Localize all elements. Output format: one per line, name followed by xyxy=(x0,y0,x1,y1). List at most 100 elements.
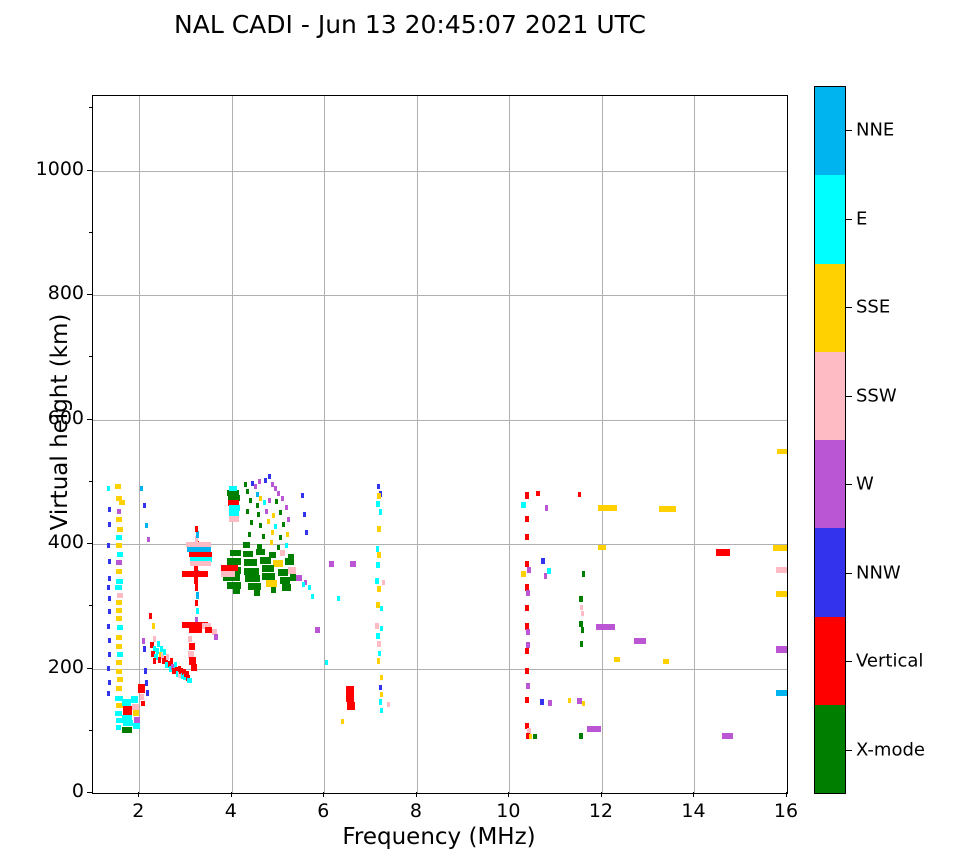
data-mark xyxy=(196,530,200,538)
y-axis-tick-label: 1000 xyxy=(35,157,84,180)
data-mark xyxy=(116,509,122,515)
data-mark xyxy=(189,657,196,666)
data-mark xyxy=(229,516,240,523)
data-mark xyxy=(263,478,267,484)
data-mark xyxy=(377,640,381,647)
gridline-horizontal xyxy=(93,544,787,546)
x-axis-label: Frequency (MHz) xyxy=(342,824,536,850)
colorbar-segment-e xyxy=(815,175,845,264)
x-axis-tick xyxy=(415,792,417,797)
data-mark xyxy=(176,670,180,677)
x-axis-tick xyxy=(786,792,787,797)
data-mark xyxy=(115,560,122,566)
data-mark xyxy=(262,500,266,506)
data-mark xyxy=(271,481,274,487)
data-mark xyxy=(246,509,250,515)
data-mark xyxy=(376,602,380,609)
y-axis-minor-tick xyxy=(88,605,92,607)
data-mark xyxy=(524,696,530,703)
data-mark xyxy=(194,599,198,606)
data-mark xyxy=(211,629,217,636)
data-mark xyxy=(107,542,111,548)
data-mark xyxy=(277,569,288,577)
data-mark xyxy=(578,491,582,497)
data-mark xyxy=(190,561,212,567)
data-mark xyxy=(116,607,123,613)
data-mark xyxy=(524,648,530,655)
data-mark xyxy=(107,608,111,614)
data-mark xyxy=(524,533,530,540)
colorbar-segment-vertical xyxy=(815,616,845,705)
data-mark xyxy=(526,629,530,636)
data-mark xyxy=(115,568,122,574)
data-mark xyxy=(277,545,281,551)
data-mark xyxy=(246,489,250,495)
data-mark xyxy=(274,485,278,491)
data-mark xyxy=(268,498,272,503)
data-mark xyxy=(254,589,261,596)
data-mark xyxy=(281,495,285,501)
data-mark xyxy=(106,485,110,491)
data-mark xyxy=(186,678,192,684)
gridline-vertical xyxy=(139,96,141,793)
data-mark xyxy=(380,606,384,612)
data-mark xyxy=(526,727,531,734)
y-axis-tick xyxy=(87,294,92,296)
data-mark xyxy=(174,666,178,673)
data-mark xyxy=(133,716,141,723)
data-mark xyxy=(379,491,383,498)
data-mark xyxy=(115,659,122,665)
data-mark xyxy=(377,492,381,499)
data-mark xyxy=(149,612,153,619)
x-axis-tick-label: 16 xyxy=(773,800,799,822)
data-mark xyxy=(380,708,384,714)
data-mark xyxy=(304,580,308,586)
gridline-vertical xyxy=(601,96,603,793)
data-mark xyxy=(269,540,273,546)
data-mark xyxy=(243,567,259,575)
data-mark xyxy=(258,522,262,528)
colorbar-tick xyxy=(846,572,852,574)
data-mark xyxy=(228,509,239,516)
data-mark xyxy=(540,558,545,565)
data-mark xyxy=(230,549,241,556)
data-mark xyxy=(187,651,195,659)
data-mark xyxy=(285,557,294,565)
data-mark xyxy=(579,640,584,647)
data-mark xyxy=(633,637,646,644)
data-mark xyxy=(194,564,198,572)
data-mark xyxy=(284,542,288,548)
data-mark xyxy=(376,501,380,508)
gridline-vertical xyxy=(231,96,233,793)
colorbar-segment-x-mode xyxy=(815,704,845,793)
x-axis-tick xyxy=(693,792,695,797)
data-mark xyxy=(107,690,111,696)
data-mark xyxy=(524,722,530,729)
data-mark xyxy=(144,668,148,675)
data-mark xyxy=(251,480,255,486)
y-axis-tick-label: 600 xyxy=(47,406,84,429)
colorbar-tick xyxy=(846,218,852,220)
data-mark xyxy=(586,725,601,732)
data-mark xyxy=(248,498,252,503)
data-mark xyxy=(524,668,530,675)
data-mark xyxy=(107,585,111,591)
x-axis-tick xyxy=(600,792,602,797)
data-mark xyxy=(282,584,291,592)
data-mark xyxy=(226,490,239,497)
data-mark xyxy=(375,546,380,553)
data-mark xyxy=(776,646,787,654)
data-mark xyxy=(115,634,122,640)
data-mark xyxy=(378,651,382,657)
colorbar-label-x-mode: X-mode xyxy=(856,739,925,761)
data-mark xyxy=(529,734,533,740)
data-mark xyxy=(274,499,278,505)
data-mark xyxy=(160,653,164,660)
data-mark xyxy=(229,504,241,511)
x-axis-tick xyxy=(138,792,140,797)
gridline-horizontal xyxy=(93,419,787,421)
data-mark xyxy=(193,576,198,584)
data-mark xyxy=(776,690,787,697)
data-mark xyxy=(151,623,155,630)
colorbar-label-nnw: NNW xyxy=(856,562,901,584)
